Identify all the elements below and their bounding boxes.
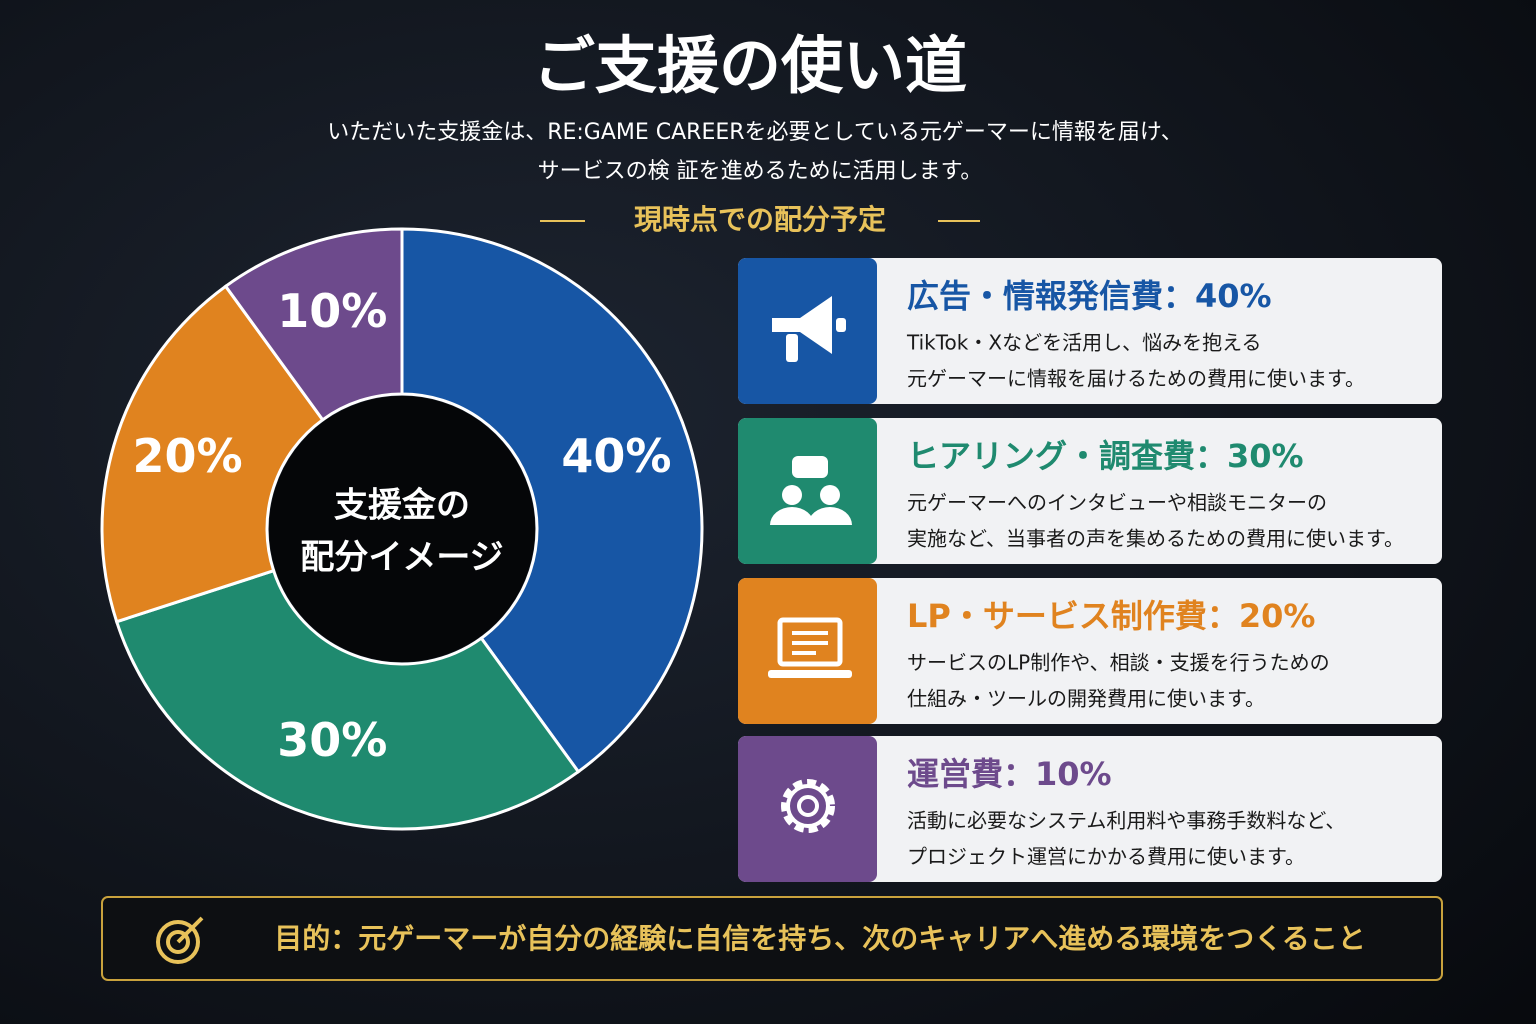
center-label: 配分イメージ [300, 538, 503, 578]
card-title: LP・サービス制作費：20% [907, 597, 1315, 635]
card-icon-box [738, 418, 877, 564]
card-text: 元ゲーマーに情報を届けるための費用に使います。 [907, 367, 1365, 391]
center-label: 支援金の [334, 486, 470, 526]
card [738, 258, 1442, 404]
card [738, 418, 1442, 564]
icon-people [770, 456, 852, 525]
slice [223, 227, 404, 422]
card-text: 仕組み・ツールの開発費用に使います。 [907, 687, 1265, 711]
card-title: 広告・情報発信費：40% [907, 277, 1272, 315]
slice [100, 284, 325, 624]
subtitle: サービスの検 証を進めるために活用します。 [538, 159, 983, 184]
icon-laptop [768, 617, 852, 678]
slice [114, 568, 581, 831]
title: ご支援の使い道 [533, 29, 967, 102]
subtitle: いただいた支援金は、RE:GAME CAREERを必要としている元ゲーマーに情報… [327, 120, 1183, 145]
value-label: 20% [132, 429, 242, 483]
footer-text: 目的：元ゲーマーが自分の経験に自信を持ち、次のキャリアへ進める環境をつくること [274, 922, 1365, 955]
card [738, 736, 1442, 882]
card-text: 元ゲーマーへのインタビューや相談モニターの [907, 491, 1327, 515]
icon-gear [781, 779, 835, 833]
card-title: ヒアリング・調査費：30% [907, 437, 1304, 475]
card-icon-box [738, 736, 877, 882]
footer-box [101, 896, 1443, 981]
icon-megaphone [772, 296, 846, 362]
value-label: 40% [561, 429, 671, 483]
card-text: TikTok・Xなどを活用し、悩みを抱える [906, 331, 1261, 355]
card [738, 578, 1442, 724]
card-text: プロジェクト運営にかかる費用に使います。 [907, 845, 1305, 869]
card-text: サービスのLP制作や、相談・支援を行うための [907, 651, 1330, 675]
value-label: 10% [277, 284, 387, 338]
donut-hole [269, 396, 535, 662]
icon-target [156, 916, 204, 964]
card-text: 活動に必要なシステム利用料や事務手数料など、 [907, 809, 1345, 833]
card-text: 実施など、当事者の声を集めるための費用に使います。 [907, 527, 1404, 551]
section-heading: 現時点での配分予定 [634, 203, 886, 236]
slice [400, 227, 704, 774]
value-label: 30% [277, 713, 387, 767]
card-title: 運営費：10% [907, 755, 1112, 793]
